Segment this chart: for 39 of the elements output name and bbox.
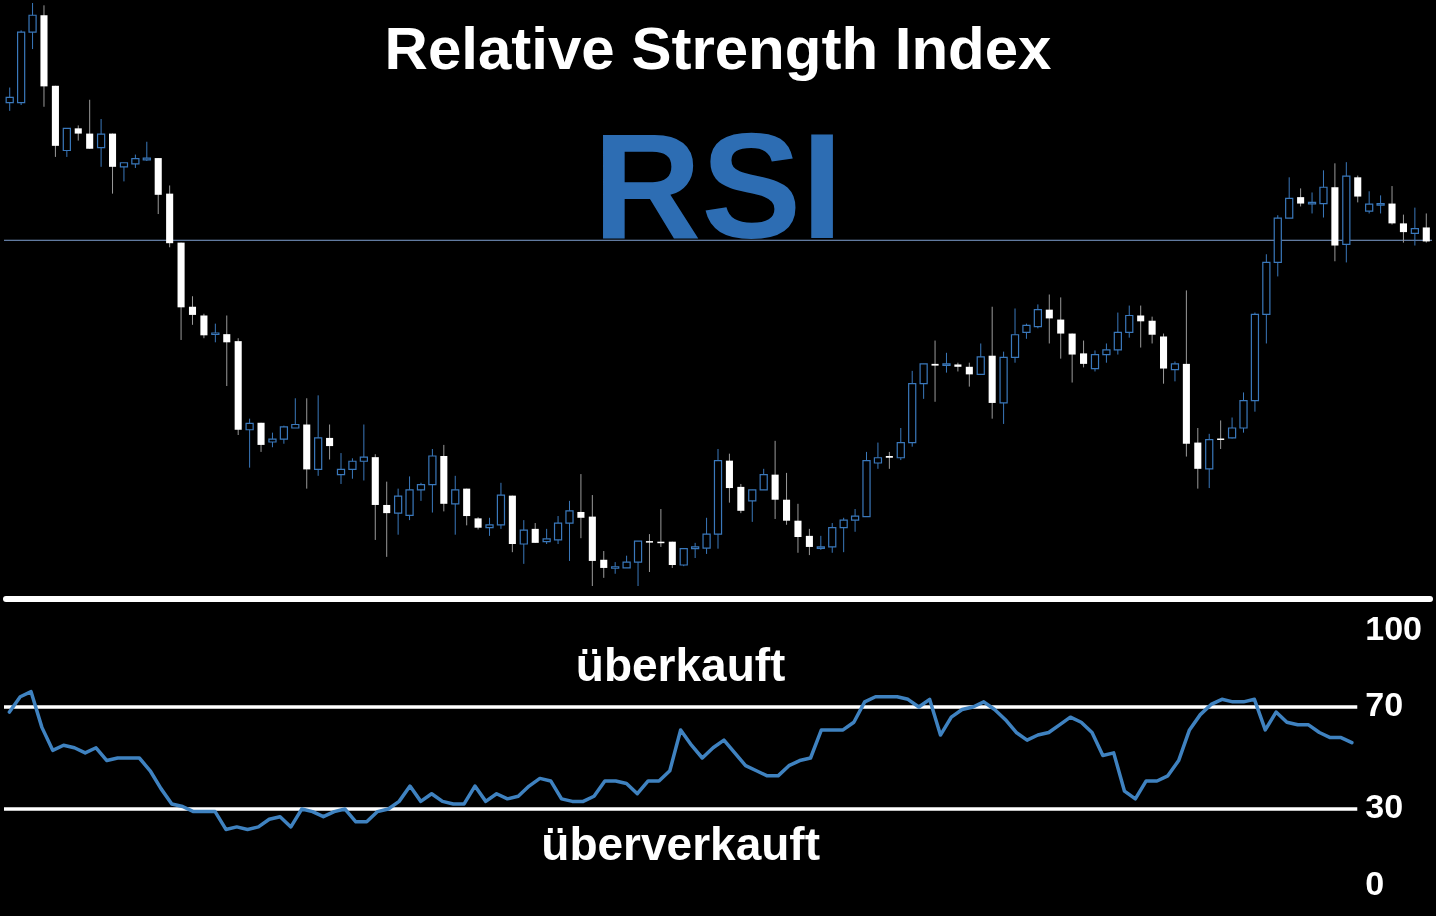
candlestick (1057, 296, 1065, 360)
candlestick (965, 362, 973, 388)
candlestick (1297, 187, 1305, 207)
candlestick (1080, 340, 1088, 368)
text: RSI (592, 102, 844, 271)
candlestick (223, 314, 231, 387)
candlestick (383, 481, 391, 558)
chart-title: Relative Strength Index (384, 14, 1052, 82)
candlestick (1045, 294, 1053, 344)
candlestick (737, 483, 745, 514)
candlestick (1148, 316, 1156, 344)
candlestick (783, 472, 791, 526)
candlestick (954, 362, 962, 372)
candlestick (200, 313, 208, 339)
candlestick (805, 528, 813, 556)
candlestick (577, 473, 585, 539)
candlestick (668, 541, 676, 569)
candlestick (931, 340, 939, 403)
candlestick (645, 533, 653, 573)
candlestick (1137, 305, 1145, 349)
ref-line-label: überkauft (575, 639, 786, 692)
candlestick (1399, 214, 1407, 244)
candlestick (1354, 175, 1362, 203)
candlestick (86, 99, 94, 150)
candlestick (188, 295, 197, 326)
y-tick-label: 70 (1365, 685, 1404, 724)
ref-line-label: überverkauft (541, 818, 820, 871)
candlestick (531, 522, 539, 544)
candlestick (565, 500, 574, 562)
y-tick-label: 30 (1365, 787, 1404, 826)
candlestick (257, 422, 265, 453)
y-tick-label: 0 (1365, 863, 1385, 902)
candlestick (1388, 185, 1396, 226)
y-tick-label: 100 (1365, 608, 1423, 647)
candlestick (326, 424, 334, 460)
candlestick (794, 503, 802, 554)
candlestick (600, 550, 608, 579)
candlestick (1422, 212, 1430, 244)
candlestick (1068, 333, 1076, 384)
